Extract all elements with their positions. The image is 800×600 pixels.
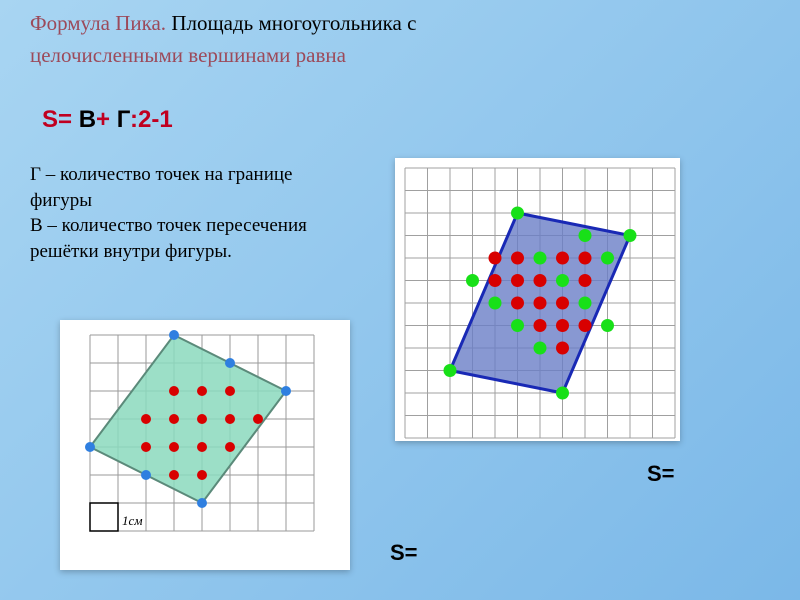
formula: S= В+ Г:2-1 [42, 106, 173, 134]
label-s-2: S= [390, 540, 418, 566]
desc-l1: Г – количество точек на границе фигуры [30, 164, 292, 211]
title-rest1: Площадь многоугольника с [166, 11, 416, 35]
title-rest2: целочисленными вершинами равна [30, 43, 346, 67]
slide-title: Формула Пика. Площадь многоугольника с ц… [30, 8, 590, 71]
formula-plus: + [96, 106, 117, 133]
formula-tail: :2-1 [130, 106, 173, 133]
title-prefix: Формула Пика. [30, 11, 166, 35]
figure-2: 1см [60, 320, 350, 570]
formula-s: S= [42, 106, 79, 133]
label-s-1: S= [647, 461, 675, 487]
figure-1 [395, 158, 680, 441]
formula-g: Г [117, 106, 130, 133]
svg-text:1см: 1см [122, 513, 143, 528]
description: Г – количество точек на границе фигуры В… [30, 162, 350, 265]
desc-l2: В – количество точек пересечения решётки… [30, 215, 307, 262]
formula-v: В [79, 106, 96, 133]
